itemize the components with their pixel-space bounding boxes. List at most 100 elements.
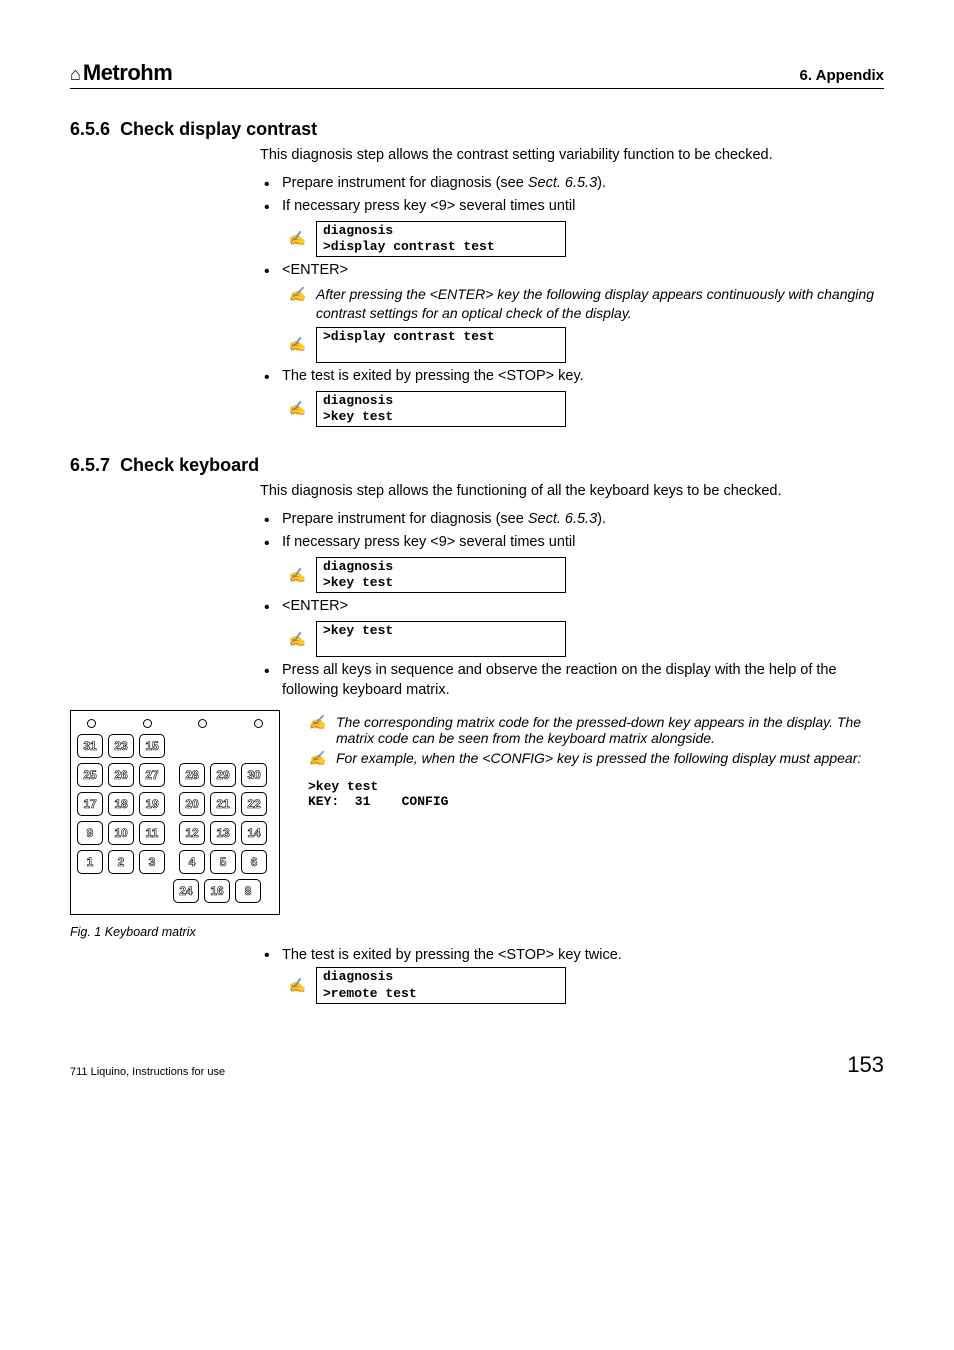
key-26: 26 (108, 763, 134, 787)
key-8: 8 (235, 879, 261, 903)
hand-icon: ✍ (288, 977, 306, 994)
keyboard-section: 31 23 15 25 26 27 28 29 30 17 18 19 (70, 710, 884, 939)
key-row-1: 25 26 27 28 29 30 (77, 763, 273, 787)
keyboard-left: 31 23 15 25 26 27 28 29 30 17 18 19 (70, 710, 280, 939)
key-22: 22 (241, 792, 267, 816)
d1l1: diagnosis (323, 223, 393, 238)
display-row-3: ✍ diagnosis >key test (288, 391, 884, 428)
key-15: 15 (139, 734, 165, 758)
key-4: 4 (179, 850, 205, 874)
key-31: 31 (77, 734, 103, 758)
key-row-4: 1 2 3 4 5 6 (77, 850, 273, 874)
key-19: 19 (139, 792, 165, 816)
d5l1: >key test (323, 623, 393, 638)
section-656-intro: This diagnosis step allows the contrast … (260, 146, 884, 166)
key-2: 2 (108, 850, 134, 874)
key-13: 13 (210, 821, 236, 845)
display-row-5: ✍ >key test (288, 621, 884, 658)
display-row-1: ✍ diagnosis >display contrast test (288, 221, 884, 258)
hand-icon: ✍ (308, 714, 326, 746)
after-figure: The test is exited by pressing the <STOP… (260, 947, 884, 1004)
hand-icon: ✍ (288, 399, 306, 418)
page-number: 153 (847, 1052, 884, 1078)
d6l1: diagnosis (323, 969, 393, 984)
display-row-2: ✍ >display contrast test (288, 327, 884, 364)
section-656-number: 6.5.6 (70, 119, 110, 139)
display-box-3: diagnosis >key test (316, 391, 566, 428)
key-row-5: 24 16 8 (173, 879, 273, 903)
page-header: ⌂ Metrohm 6. Appendix (70, 60, 884, 89)
b1-post-2: ). (597, 511, 606, 527)
key-1: 1 (77, 850, 103, 874)
section-657-title: Check keyboard (120, 455, 259, 475)
display-box-2: >display contrast test (316, 327, 566, 364)
d5l2 (323, 639, 331, 654)
key-6: 6 (241, 850, 267, 874)
b1-ref: Sect. 6.5.3 (528, 175, 597, 191)
b1-pre-2: Prepare instrument for diagnosis (see (282, 511, 528, 527)
brand-icon: ⌂ (70, 64, 79, 85)
key-23: 23 (108, 734, 134, 758)
key-10: 10 (108, 821, 134, 845)
key-18: 18 (108, 792, 134, 816)
bullet-exit-stop-twice: The test is exited by pressing the <STOP… (260, 947, 884, 963)
key-27: 27 (139, 763, 165, 787)
d3l1: diagnosis (323, 393, 393, 408)
key-14: 14 (241, 821, 267, 845)
brand-name: Metrohm (83, 60, 172, 86)
display-row-6: ✍ diagnosis >remote test (288, 967, 884, 1004)
led-icon (87, 719, 96, 728)
mono-display: >key test KEY: 31 CONFIG (308, 779, 884, 809)
hand-icon: ✍ (288, 335, 306, 354)
note-matrix-code: ✍ The corresponding matrix code for the … (308, 714, 884, 746)
d2l2 (323, 345, 331, 360)
bullet-press-all: Press all keys in sequence and observe t… (260, 661, 884, 700)
note-matrix-text: The corresponding matrix code for the pr… (336, 714, 884, 746)
appendix-label: 6. Appendix (800, 67, 884, 84)
key-17: 17 (77, 792, 103, 816)
key-3: 3 (139, 850, 165, 874)
bullet-exit-stop: The test is exited by pressing the <STOP… (260, 367, 884, 387)
keyboard-right: ✍ The corresponding matrix code for the … (308, 710, 884, 809)
bullet-enter-2: <ENTER> (260, 597, 884, 617)
key-30: 30 (241, 763, 267, 787)
hand-icon: ✍ (288, 566, 306, 585)
key-row-0: 31 23 15 (77, 734, 273, 758)
hand-icon: ✍ (308, 750, 326, 767)
d1l2: >display contrast test (323, 239, 495, 254)
hand-icon: ✍ (288, 229, 306, 248)
display-box-6: diagnosis >remote test (316, 967, 566, 1004)
section-657-number: 6.5.7 (70, 455, 110, 475)
led-icon (198, 719, 207, 728)
d4l1: diagnosis (323, 559, 393, 574)
key-21: 21 (210, 792, 236, 816)
key-11: 11 (139, 821, 165, 845)
b1-ref-2: Sect. 6.5.3 (528, 511, 597, 527)
key-row-3: 9 10 11 12 13 14 (77, 821, 273, 845)
led-icon (143, 719, 152, 728)
bullet-enter: <ENTER> (260, 261, 884, 281)
key-12: 12 (179, 821, 205, 845)
key-row-2: 17 18 19 20 21 22 (77, 792, 273, 816)
section-656-heading: 6.5.6 Check display contrast (70, 119, 884, 140)
led-row (77, 719, 273, 734)
bullet-prepare: Prepare instrument for diagnosis (see Se… (260, 174, 884, 194)
brand: ⌂ Metrohm (70, 60, 172, 86)
note-contrast-text: After pressing the <ENTER> key the follo… (316, 285, 884, 323)
mono-l2: KEY: 31 CONFIG (308, 794, 448, 809)
display-box-4: diagnosis >key test (316, 557, 566, 594)
keyboard-matrix: 31 23 15 25 26 27 28 29 30 17 18 19 (70, 710, 280, 915)
key-24: 24 (173, 879, 199, 903)
key-25: 25 (77, 763, 103, 787)
key-16: 16 (204, 879, 230, 903)
display-row-4: ✍ diagnosis >key test (288, 557, 884, 594)
section-657-body: This diagnosis step allows the functioni… (260, 482, 884, 700)
mono-l1: >key test (308, 779, 378, 794)
key-9: 9 (77, 821, 103, 845)
d2l1: >display contrast test (323, 329, 495, 344)
section-657-intro: This diagnosis step allows the functioni… (260, 482, 884, 502)
section-657-heading: 6.5.7 Check keyboard (70, 455, 884, 476)
hand-icon: ✍ (288, 285, 306, 323)
note-contrast: ✍ After pressing the <ENTER> key the fol… (288, 285, 884, 323)
display-box-5: >key test (316, 621, 566, 658)
